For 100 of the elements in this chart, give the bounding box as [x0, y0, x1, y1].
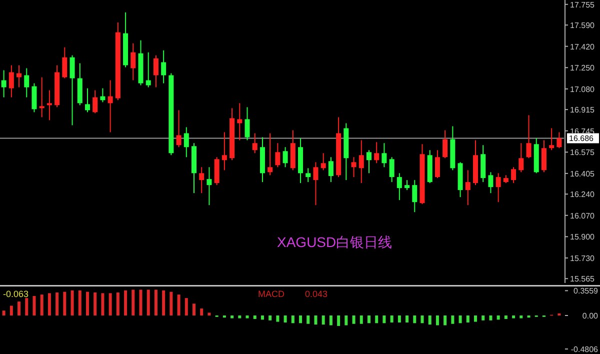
bar — [48, 293, 51, 316]
candlestick — [556, 132, 562, 149]
y-tick-label: 17.755 — [570, 0, 596, 10]
candlestick — [320, 152, 326, 171]
bar — [253, 315, 256, 319]
bar — [184, 298, 188, 316]
bar — [170, 292, 173, 316]
candlestick — [541, 140, 546, 173]
y-tick-label: 17.420 — [570, 42, 596, 52]
candlestick — [206, 166, 212, 206]
candlestick — [8, 64, 14, 98]
y-tick-label: 17.250 — [570, 64, 596, 73]
candlestick — [275, 142, 280, 168]
annotation: -0.063 — [3, 289, 29, 299]
bar — [398, 315, 401, 322]
y-tick-label: 17.590 — [570, 21, 596, 30]
candlestick — [237, 102, 242, 141]
bar — [306, 315, 310, 324]
candlestick — [351, 156, 356, 178]
bar — [154, 290, 158, 316]
bar — [146, 290, 150, 316]
bar — [10, 306, 13, 316]
candlestick — [70, 54, 75, 126]
bar — [451, 315, 454, 324]
bar — [474, 315, 478, 322]
bar — [352, 315, 356, 324]
candlestick — [32, 82, 37, 113]
bar — [222, 315, 226, 318]
bar — [86, 292, 89, 316]
bar — [32, 296, 36, 316]
candlestick — [358, 140, 364, 184]
bar — [208, 312, 211, 316]
bar — [382, 315, 386, 324]
candlestick — [268, 132, 273, 176]
candlestick — [100, 88, 106, 103]
bar — [101, 293, 104, 316]
bar — [360, 315, 363, 324]
bar — [466, 315, 470, 322]
candlestick — [526, 114, 532, 159]
bar — [458, 315, 462, 324]
y-tick-label: 16.915 — [570, 106, 596, 115]
bar — [230, 315, 234, 318]
candlestick — [176, 110, 182, 148]
bar — [116, 292, 120, 316]
bar — [2, 310, 6, 316]
candlestick — [130, 42, 136, 81]
annotation: 0.043 — [305, 289, 328, 299]
bar — [18, 302, 21, 316]
bar — [177, 294, 180, 316]
bar — [162, 290, 166, 316]
bar — [260, 315, 264, 320]
candlestick — [24, 68, 30, 98]
candlestick — [199, 166, 204, 194]
ref-line-label: 16.686 — [569, 134, 594, 144]
bar — [406, 315, 409, 322]
y-tick-label: 15.730 — [570, 254, 596, 263]
candlestick — [488, 172, 494, 194]
candlestick — [366, 150, 372, 174]
bar — [94, 292, 97, 316]
bar — [124, 290, 128, 316]
y-tick-label: 16.240 — [570, 190, 596, 200]
y-tick-label: 15.565 — [570, 274, 596, 284]
bar — [25, 298, 28, 316]
candlestick — [374, 142, 380, 164]
candlestick — [244, 106, 250, 141]
candlestick — [1, 70, 6, 98]
bar — [496, 315, 500, 320]
candlestick — [465, 170, 470, 206]
bar — [428, 315, 432, 325]
candlestick — [108, 80, 113, 133]
bar — [413, 315, 416, 324]
candlestick — [222, 132, 227, 171]
bar — [390, 315, 394, 322]
bar — [482, 315, 485, 320]
candlestick — [518, 142, 524, 173]
bar — [284, 315, 287, 322]
bar — [200, 308, 204, 316]
candlestick — [84, 88, 90, 113]
bar — [268, 315, 272, 320]
candlestick — [434, 150, 440, 179]
candlestick — [442, 130, 448, 159]
candlestick — [511, 166, 516, 184]
bar — [132, 290, 135, 316]
bar — [108, 293, 112, 316]
bar — [512, 315, 516, 318]
annotation: MACD — [258, 289, 285, 299]
y-tick-label: 17.080 — [570, 84, 596, 94]
bar — [246, 315, 249, 318]
y-tick-label: 15.900 — [570, 232, 596, 242]
candlestick — [282, 146, 288, 168]
candlestick — [252, 132, 258, 154]
candlestick — [161, 50, 166, 84]
bar — [444, 315, 447, 326]
candlestick — [396, 172, 402, 201]
y-tick-label: 16.405 — [570, 169, 596, 178]
candlestick — [313, 162, 318, 206]
bar — [344, 315, 348, 326]
bar — [291, 315, 294, 324]
candlestick — [496, 172, 501, 203]
bar — [63, 292, 66, 316]
